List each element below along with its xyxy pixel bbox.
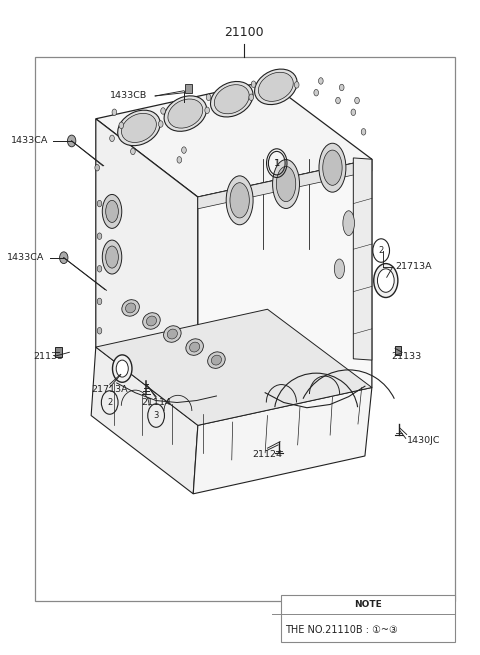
- Circle shape: [314, 90, 319, 96]
- Text: THE NO.21110B : ①~③: THE NO.21110B : ①~③: [285, 625, 398, 635]
- Circle shape: [95, 164, 99, 171]
- Circle shape: [97, 298, 102, 305]
- Ellipse shape: [276, 166, 296, 202]
- Ellipse shape: [186, 339, 204, 355]
- Ellipse shape: [106, 200, 119, 223]
- Ellipse shape: [190, 342, 200, 352]
- Ellipse shape: [343, 211, 355, 236]
- Text: 21713A: 21713A: [91, 385, 128, 394]
- Polygon shape: [96, 309, 372, 425]
- Circle shape: [112, 355, 132, 383]
- Polygon shape: [193, 388, 372, 494]
- Circle shape: [249, 94, 253, 100]
- Ellipse shape: [254, 69, 297, 105]
- Bar: [185, 84, 192, 93]
- Circle shape: [97, 200, 102, 207]
- Circle shape: [119, 122, 124, 128]
- Ellipse shape: [208, 352, 225, 368]
- Ellipse shape: [102, 240, 122, 274]
- Bar: [281, 595, 456, 642]
- Circle shape: [112, 109, 117, 115]
- Ellipse shape: [164, 326, 181, 343]
- Text: 21133: 21133: [33, 352, 63, 362]
- Ellipse shape: [323, 150, 342, 185]
- Ellipse shape: [273, 160, 300, 208]
- Circle shape: [110, 135, 114, 141]
- Text: 1: 1: [274, 159, 279, 168]
- Circle shape: [60, 252, 68, 263]
- Bar: [36, 57, 456, 601]
- Text: 1: 1: [274, 159, 280, 168]
- Ellipse shape: [167, 329, 178, 339]
- Ellipse shape: [121, 113, 156, 143]
- Ellipse shape: [215, 84, 249, 114]
- Ellipse shape: [168, 99, 203, 128]
- Circle shape: [374, 263, 398, 297]
- Circle shape: [116, 360, 128, 377]
- Ellipse shape: [258, 72, 293, 102]
- Ellipse shape: [143, 312, 160, 329]
- Circle shape: [158, 121, 163, 127]
- Circle shape: [355, 97, 360, 103]
- Circle shape: [181, 147, 186, 153]
- Circle shape: [339, 84, 344, 91]
- Text: 1433CA: 1433CA: [7, 253, 45, 262]
- Circle shape: [97, 328, 102, 334]
- Text: 2: 2: [107, 398, 112, 407]
- Circle shape: [131, 148, 135, 155]
- Ellipse shape: [102, 195, 122, 229]
- Circle shape: [319, 78, 323, 84]
- Text: 21124: 21124: [252, 450, 282, 459]
- Circle shape: [377, 269, 394, 292]
- Circle shape: [205, 107, 209, 113]
- Ellipse shape: [319, 143, 346, 192]
- Ellipse shape: [211, 355, 221, 365]
- Ellipse shape: [211, 81, 253, 117]
- Text: 21133: 21133: [392, 352, 422, 362]
- Circle shape: [294, 82, 299, 88]
- Ellipse shape: [146, 316, 156, 326]
- Text: 21100: 21100: [225, 26, 264, 39]
- Bar: [55, 347, 62, 357]
- Circle shape: [206, 94, 211, 100]
- Polygon shape: [353, 158, 372, 360]
- Bar: [395, 346, 401, 355]
- Polygon shape: [198, 159, 372, 425]
- Circle shape: [161, 107, 166, 114]
- Ellipse shape: [230, 183, 249, 218]
- Circle shape: [361, 128, 366, 135]
- Polygon shape: [198, 159, 372, 209]
- Ellipse shape: [125, 303, 136, 313]
- Text: 1433CA: 1433CA: [11, 136, 48, 145]
- Circle shape: [336, 97, 340, 103]
- Ellipse shape: [226, 176, 253, 225]
- Ellipse shape: [122, 300, 139, 316]
- Circle shape: [351, 109, 356, 115]
- Circle shape: [68, 135, 76, 147]
- Circle shape: [97, 233, 102, 240]
- Text: NOTE: NOTE: [355, 600, 382, 609]
- Polygon shape: [91, 347, 198, 494]
- Circle shape: [97, 265, 102, 272]
- Ellipse shape: [334, 259, 345, 278]
- Circle shape: [251, 81, 256, 88]
- Text: 1433CB: 1433CB: [109, 92, 147, 100]
- Polygon shape: [96, 119, 198, 425]
- Text: 2: 2: [379, 246, 384, 255]
- Polygon shape: [96, 81, 372, 197]
- Text: 1430JC: 1430JC: [407, 436, 440, 445]
- Ellipse shape: [118, 110, 160, 145]
- Ellipse shape: [106, 246, 119, 268]
- Circle shape: [177, 157, 181, 163]
- Text: 3: 3: [154, 411, 159, 420]
- Text: 21114: 21114: [141, 398, 171, 407]
- Text: 21713A: 21713A: [395, 263, 432, 271]
- Ellipse shape: [164, 96, 206, 131]
